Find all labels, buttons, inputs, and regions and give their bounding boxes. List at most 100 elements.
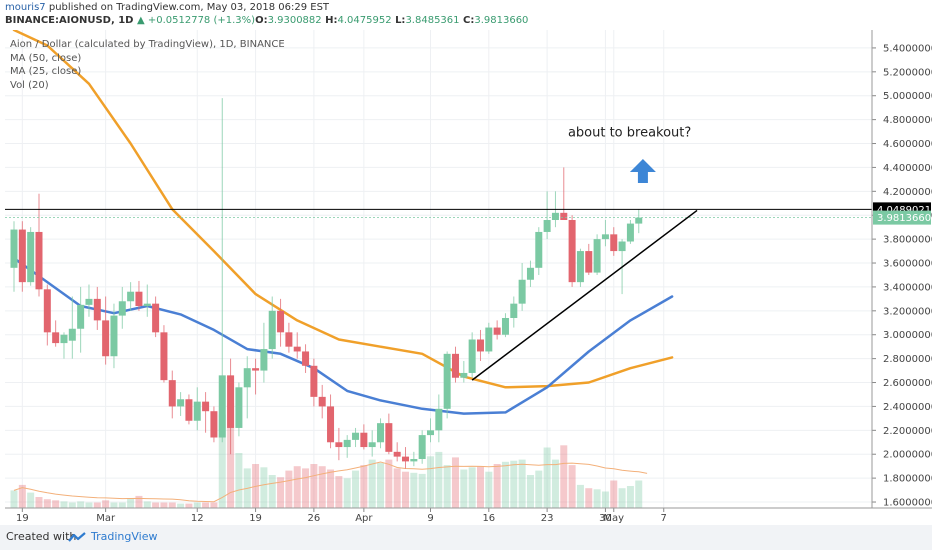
- candle: [243, 356, 251, 419]
- candle: [218, 98, 226, 443]
- volume-bar: [85, 502, 93, 508]
- volume-bar: [468, 467, 476, 508]
- level-price-label: 4.0489021: [877, 205, 931, 216]
- legend: Aion / Dollar (calculated by TradingView…: [10, 38, 285, 92]
- volume-bar: [485, 471, 493, 508]
- volume-bar: [543, 447, 551, 508]
- candle: [110, 303, 118, 369]
- candle-body: [526, 267, 534, 280]
- candle-body: [160, 332, 168, 381]
- volume-bar: [318, 466, 326, 508]
- volume-bar: [168, 502, 176, 508]
- y-tick-label: 2.8000000: [883, 354, 932, 365]
- volume-bar: [310, 464, 318, 508]
- candle-body: [543, 220, 551, 232]
- candle: [10, 221, 18, 292]
- candle-body: [227, 375, 235, 428]
- candle: [77, 286, 85, 353]
- volume-bar: [302, 468, 310, 508]
- volume-bar: [285, 470, 293, 508]
- candle: [543, 191, 551, 240]
- candle: [60, 332, 68, 359]
- candle-body: [152, 303, 160, 333]
- candle-body: [443, 353, 451, 409]
- candle-body: [418, 435, 426, 460]
- candle-body: [518, 279, 526, 304]
- candle-body: [485, 327, 493, 352]
- candle: [560, 167, 568, 221]
- volume-bar: [618, 488, 626, 508]
- x-tick-label: Mar: [96, 513, 116, 524]
- volume-bar: [152, 502, 160, 508]
- x-tick-label: May: [603, 513, 624, 524]
- candle-body: [60, 334, 68, 344]
- candle-body: [343, 439, 351, 448]
- volume-bar: [576, 484, 584, 508]
- candlesticks: [10, 98, 643, 469]
- candle-body: [185, 399, 193, 421]
- x-tick-label: 19: [16, 513, 29, 524]
- legend-vol[interactable]: Vol (20): [10, 79, 49, 91]
- volume-bar: [235, 453, 243, 508]
- ohlc-line: BINANCE:AIONUSD, 1D ▲ +0.0512778 (+1.3%)…: [5, 15, 528, 26]
- candle: [601, 220, 609, 247]
- candle-body: [218, 375, 226, 438]
- publish-line: mouris7 published on TradingView.com, Ma…: [5, 2, 329, 13]
- author-link[interactable]: mouris7: [5, 2, 46, 13]
- volume-bar: [518, 459, 526, 508]
- candle-body: [468, 339, 476, 373]
- legend-ma50[interactable]: MA (50, close): [10, 52, 82, 64]
- open-value: O:3.9300882: [255, 15, 322, 26]
- candle-body: [618, 241, 626, 252]
- candle-body: [268, 310, 276, 350]
- candle-body: [535, 231, 543, 268]
- volume-bar: [568, 465, 576, 508]
- volume-bar: [368, 459, 376, 508]
- candle-body: [460, 372, 468, 378]
- candle: [451, 346, 459, 383]
- volume-bar: [402, 471, 410, 508]
- volume-bar: [68, 502, 76, 508]
- candle: [235, 382, 243, 437]
- candle-body: [210, 411, 218, 438]
- candle-body: [260, 349, 268, 371]
- last-price-label: 3.9813660: [877, 213, 931, 224]
- volume-bar: [526, 475, 534, 508]
- candle: [252, 358, 260, 395]
- volume-bar: [52, 500, 60, 508]
- volume-bar: [60, 501, 68, 508]
- tradingview-brand[interactable]: TradingView: [91, 530, 158, 543]
- volume-bar: [18, 484, 26, 508]
- y-tick-label: 3.4000000: [883, 282, 932, 293]
- volume-bar: [43, 499, 51, 508]
- volume-bar: [143, 501, 151, 508]
- y-tick-label: 4.4000000: [883, 163, 932, 174]
- annotation-text: about to breakout?: [568, 125, 691, 140]
- volume-bar: [510, 460, 518, 508]
- volume-bar: [501, 461, 509, 508]
- volume-bar: [493, 464, 501, 508]
- candle: [360, 424, 368, 450]
- open-label: O:: [255, 15, 268, 26]
- price-chart[interactable]: 5.4000000 5.2000000 5.0000000 4.8000000 4.60…: [0, 30, 932, 525]
- volume-bar: [610, 480, 618, 508]
- candle: [335, 427, 343, 461]
- volume-bar: [410, 472, 418, 508]
- legend-ma25[interactable]: MA (25, close): [10, 66, 82, 77]
- close-label: C:: [463, 15, 475, 26]
- tradingview-logo-icon: [68, 532, 86, 542]
- candle-body: [93, 298, 101, 321]
- candle-body: [601, 234, 609, 240]
- candle-body: [235, 387, 243, 428]
- trendline: [471, 209, 698, 381]
- x-tick-label: 16: [482, 513, 495, 524]
- legend-title: Aion / Dollar (calculated by TradingView…: [10, 39, 285, 50]
- x-tick-label: 19: [249, 513, 262, 524]
- candle: [268, 296, 276, 359]
- volume-bar: [185, 503, 193, 508]
- candle-body: [18, 229, 26, 283]
- y-tick-label: 4.6000000: [883, 139, 932, 150]
- candle-body: [593, 239, 601, 273]
- high-value: H:4.0475952: [325, 15, 391, 26]
- volume-bar: [27, 492, 35, 508]
